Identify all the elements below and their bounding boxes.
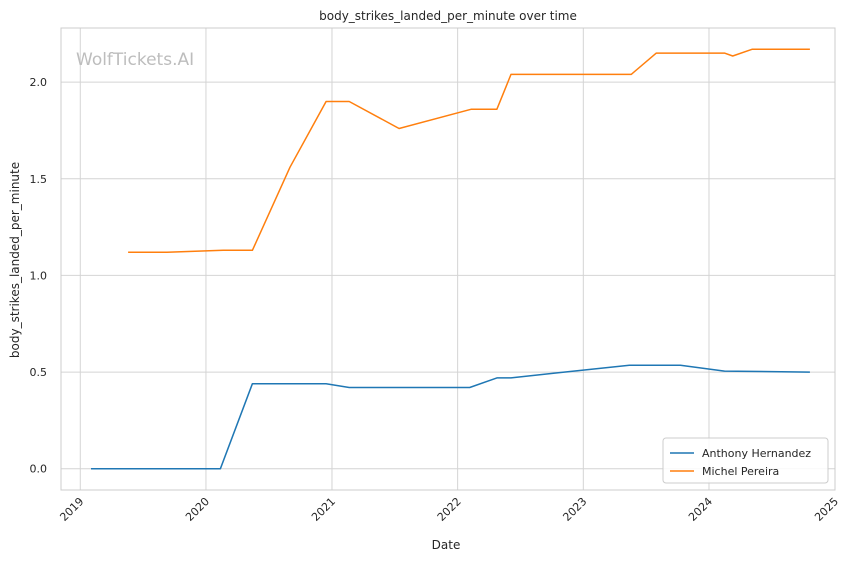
x-tick-label: 2020 <box>183 495 212 524</box>
series-line-michel-pereira <box>128 48 810 253</box>
watermark-text: WolfTickets.AI <box>76 50 194 70</box>
chart-title: body_strikes_landed_per_minute over time <box>319 9 577 23</box>
x-tick-label: 2019 <box>57 495 86 524</box>
series-lines <box>91 48 810 470</box>
grid-lines <box>61 28 836 490</box>
x-tick-label: 2023 <box>560 495 589 524</box>
x-tick-labels: 2019 2020 2021 2022 2023 2024 2025 <box>57 495 841 524</box>
plot-background <box>61 28 835 490</box>
y-tick-label: 1.5 <box>30 173 48 186</box>
y-tick-labels: 0.0 0.5 1.0 1.5 2.0 <box>30 76 48 476</box>
legend: Anthony Hernandez Michel Pereira <box>662 437 829 484</box>
x-axis-title: Date <box>432 538 461 552</box>
plot-frame <box>60 27 836 491</box>
x-tick-label: 2022 <box>435 495 464 524</box>
x-tick-label: 2024 <box>686 495 715 524</box>
y-tick-label: 0.5 <box>30 366 48 379</box>
series-line-anthony-hernandez <box>91 364 810 470</box>
legend-box <box>662 437 829 484</box>
legend-label-michel-pereira: Michel Pereira <box>702 465 779 478</box>
y-tick-label: 2.0 <box>30 76 48 89</box>
y-axis-title: body_strikes_landed_per_minute <box>8 162 22 358</box>
legend-label-anthony-hernandez: Anthony Hernandez <box>702 447 811 460</box>
x-tick-label: 2025 <box>812 495 841 524</box>
y-tick-label: 1.0 <box>30 269 48 282</box>
y-tick-label: 0.0 <box>30 463 48 476</box>
x-tick-label: 2021 <box>309 495 338 524</box>
